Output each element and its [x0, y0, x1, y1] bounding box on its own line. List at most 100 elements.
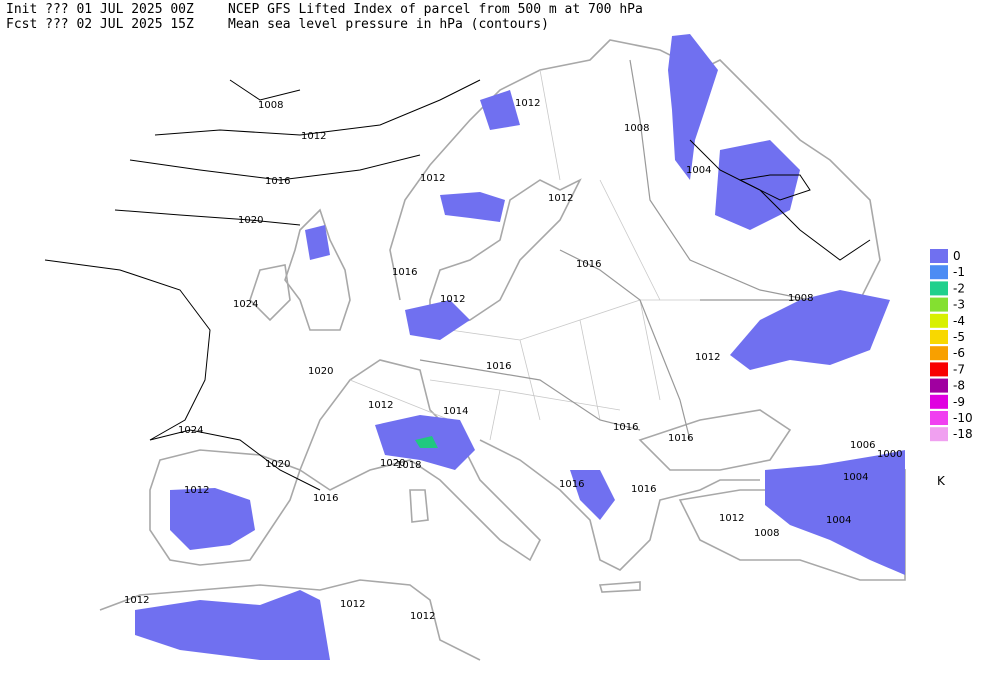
contour-label: 1016 [576, 259, 601, 270]
contour-label: 1006 [850, 440, 875, 451]
contour-label: 1004 [826, 515, 851, 526]
coast-north-africa [99, 579, 481, 661]
coast-britain [284, 208, 351, 331]
legend-label: -6 [953, 346, 965, 360]
legend: 0 -1 -2 -3 -4 -5 -6 -7 -8 -9 -10 -18 [930, 249, 973, 442]
legend-swatch [930, 330, 948, 344]
coast-scandinavia [389, 39, 881, 301]
legend-label: -1 [953, 265, 965, 279]
legend-swatch [930, 313, 948, 328]
contour-label: 1012 [440, 294, 465, 305]
legend-swatch [930, 362, 948, 377]
contour-labels: 1008 1012 1012 1008 1016 1012 1012 1004 1020 1016… [124, 98, 902, 622]
contour-label: 1020 [308, 366, 333, 377]
isobar [559, 249, 691, 441]
coast-crete [598, 581, 641, 593]
legend-swatch [930, 346, 948, 361]
patch-strong [415, 436, 438, 448]
isobar [154, 79, 481, 136]
contour-label: 1012 [368, 400, 393, 411]
contour-label: 1018 [396, 460, 421, 471]
contour-label: 1012 [515, 98, 540, 109]
contour-label: 1012 [548, 193, 573, 204]
contour-label: 1016 [392, 267, 417, 278]
legend-swatch [930, 297, 948, 312]
map-title: NCEP GFS Lifted Index of parcel from 500… [228, 2, 643, 17]
contour-label: 1016 [486, 361, 511, 372]
legend-label: -5 [953, 330, 965, 344]
legend-swatch [930, 249, 948, 263]
contour-label: 1012 [695, 352, 720, 363]
isobar [149, 429, 321, 491]
contour-label: 1012 [301, 131, 326, 142]
isobar [738, 174, 811, 201]
patch [405, 300, 470, 340]
contour-label: 1008 [788, 293, 813, 304]
isobar [44, 259, 211, 441]
contour-label: 1016 [668, 433, 693, 444]
isobar [629, 59, 811, 301]
legend-swatch [930, 394, 948, 409]
contour-label: 1012 [340, 599, 365, 610]
patch [765, 450, 905, 575]
init-label: Init ??? 01 JUL 2025 00Z [6, 2, 194, 17]
contour-label: 1004 [686, 165, 711, 176]
contour-label: 1024 [178, 425, 203, 436]
borders [349, 69, 700, 441]
coast-balkans [479, 439, 760, 571]
isobar [419, 359, 641, 431]
legend-swatch [930, 378, 948, 393]
forecast-label: Fcst ??? 02 JUL 2025 15Z [6, 17, 194, 32]
contour-label: 1024 [233, 299, 258, 310]
legend-swatch [930, 427, 948, 442]
legend-label: -9 [953, 395, 965, 409]
contour-label: 1000 [877, 449, 902, 460]
patch [730, 290, 890, 370]
contour-label: 1008 [754, 528, 779, 539]
isobar [114, 209, 301, 226]
map-subtitle: Mean sea level pressure in hPa (contours… [228, 17, 549, 32]
patch [570, 470, 615, 520]
legend-label: -2 [953, 281, 965, 295]
patch [715, 140, 800, 230]
contour-label: 1016 [613, 422, 638, 433]
contour-label: 1008 [258, 100, 283, 111]
contour-label: 1012 [410, 611, 435, 622]
coast-france-italy [299, 359, 541, 562]
contour-label: 1012 [184, 485, 209, 496]
patch [170, 488, 255, 550]
patch [305, 225, 330, 260]
contour-label: 1012 [124, 595, 149, 606]
contour-label: 1020 [265, 459, 290, 470]
patch [668, 34, 718, 180]
coast-sardinia [409, 489, 429, 523]
patch [480, 90, 520, 130]
legend-swatch [930, 265, 948, 280]
contour-label: 1008 [624, 123, 649, 134]
legend-swatch [930, 281, 948, 296]
coast-black-sea [638, 409, 792, 471]
isobar [229, 79, 301, 101]
contour-label: 1004 [843, 472, 868, 483]
coast-baltic [429, 178, 582, 332]
legend-label: -4 [953, 314, 965, 328]
contour-label: 1014 [443, 406, 468, 417]
coast-ireland [249, 264, 291, 322]
isobar [689, 139, 871, 261]
contour-label: 1016 [559, 479, 584, 490]
map-area [44, 34, 906, 661]
legend-label: -7 [953, 362, 965, 376]
coast-iberia [149, 449, 302, 566]
contour-label: 1020 [380, 458, 405, 469]
legend-label: -10 [953, 411, 973, 425]
patch [440, 192, 505, 222]
contour-label: 1012 [719, 513, 744, 524]
legend-label: 0 [953, 249, 961, 263]
legend-label: -8 [953, 379, 965, 393]
legend-label: -18 [953, 427, 973, 441]
contour-label: 1016 [265, 176, 290, 187]
contour-label: 1020 [238, 215, 263, 226]
legend-label: -3 [953, 298, 965, 312]
legend-unit: K [937, 474, 946, 488]
